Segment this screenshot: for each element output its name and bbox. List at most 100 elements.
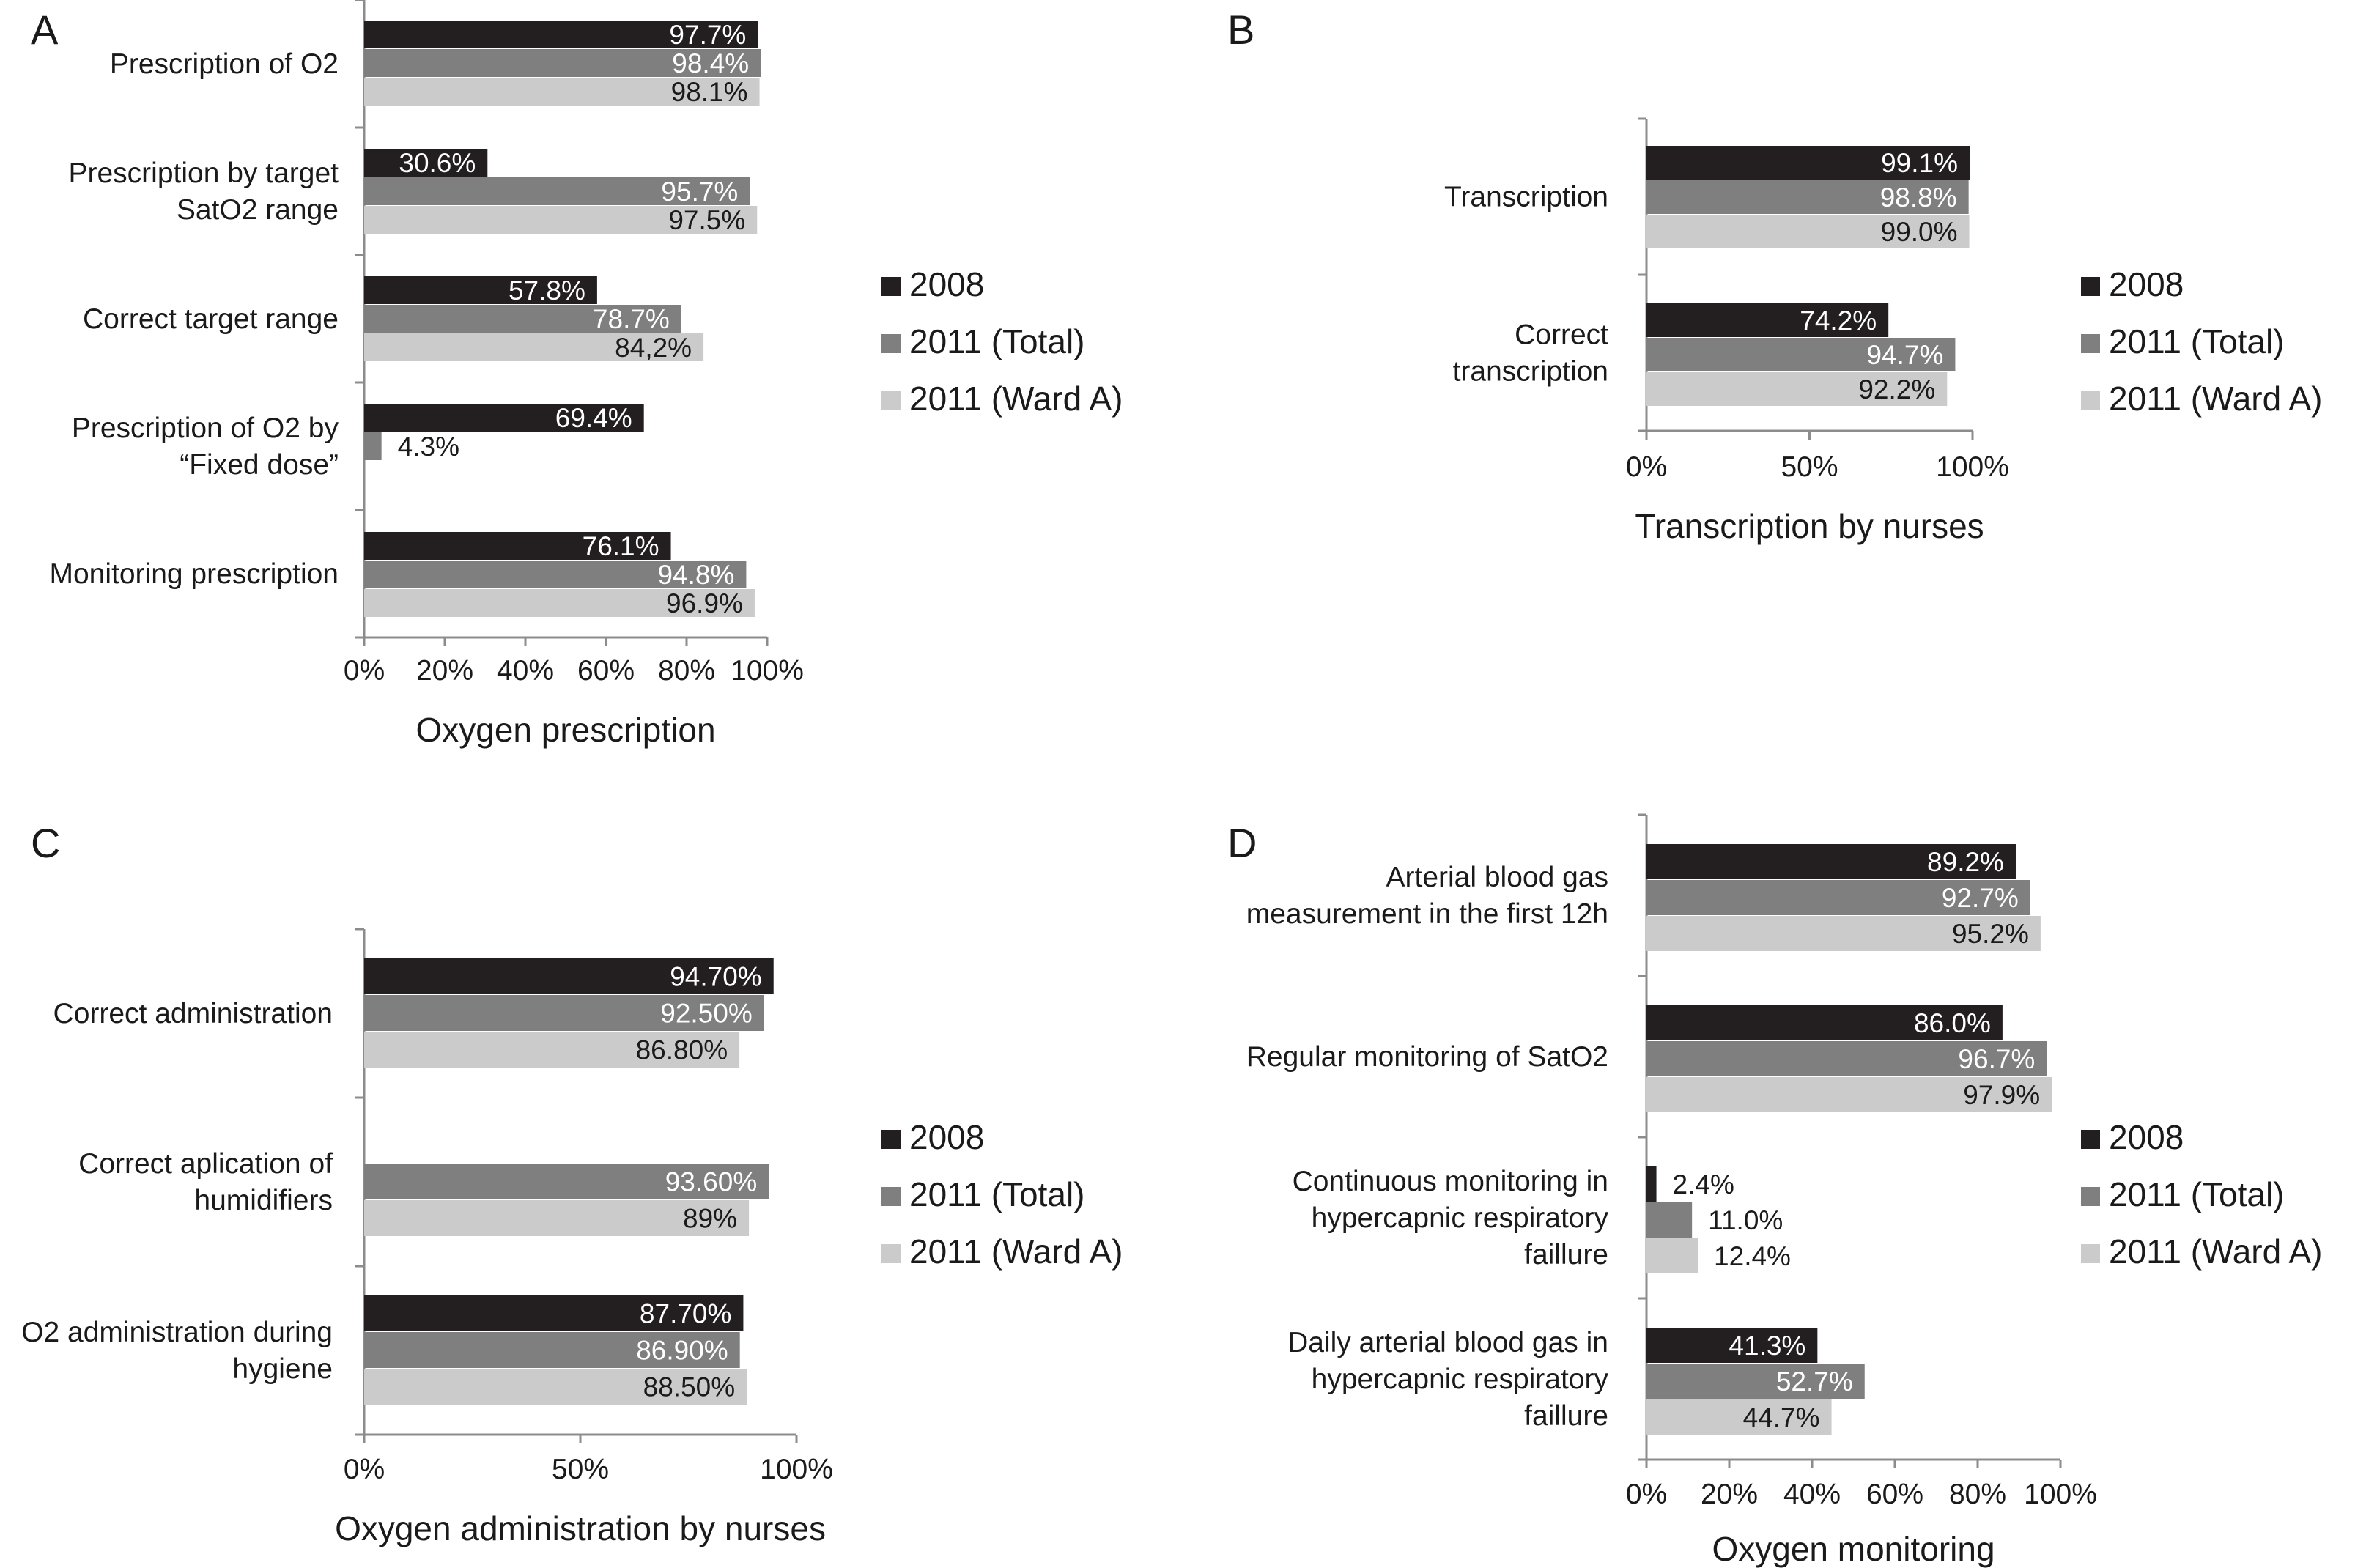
data-label: 74.2% [1800, 306, 1877, 336]
x-tick-label: 20% [416, 655, 473, 687]
bar [364, 177, 750, 205]
bar [364, 1332, 740, 1368]
x-tick-label: 60% [577, 655, 635, 687]
data-label: 99.0% [1881, 217, 1958, 247]
category-label: Correct aplication of humidifiers [78, 1148, 333, 1216]
data-label: 88.50% [643, 1372, 736, 1402]
data-label: 97.7% [669, 20, 746, 50]
x-tick-label: 60% [1866, 1479, 1923, 1510]
legend-entry: 2011 (Ward A) [2109, 1232, 2322, 1271]
x-tick-label: 50% [552, 1454, 609, 1485]
data-label: 69.4% [555, 403, 632, 433]
legend-entry: 2011 (Total) [909, 1175, 1085, 1213]
category-label: Prescription of O2 [110, 48, 339, 80]
x-tick-label: 100% [2024, 1479, 2097, 1510]
data-label: 4.3% [398, 432, 459, 462]
category-label: Correct target range [83, 303, 339, 335]
bar [364, 958, 774, 994]
bar [1646, 880, 2030, 915]
legend: 2008 2011 (Total) 2011 (Ward A) [2081, 265, 2322, 418]
legend-swatch [2081, 1244, 2100, 1263]
data-label: 52.7% [1776, 1367, 1853, 1397]
data-label: 92.7% [1942, 883, 2019, 913]
data-label: 89% [683, 1204, 737, 1234]
x-tick-label: 0% [344, 1454, 385, 1485]
bar [364, 78, 760, 106]
x-tick-label: 50% [1781, 451, 1838, 483]
panel-letter: D [1227, 820, 1257, 866]
data-label: 97.9% [1963, 1080, 2040, 1110]
legend-entry: 2011 (Ward A) [909, 380, 1123, 418]
bar [1646, 844, 2016, 879]
data-label: 92.2% [1858, 374, 1935, 404]
legend-swatch [2081, 1187, 2100, 1206]
legend-swatch [881, 391, 901, 410]
bar [364, 1200, 750, 1236]
x-axis-title: Oxygen prescription [415, 711, 715, 749]
panel-a: A 0% 20% 40% 60% 80% 100% Oxygen prescription Pr… [31, 0, 1123, 749]
data-label: 12.4% [1714, 1241, 1791, 1271]
bar [364, 404, 644, 432]
x-tick-label: 0% [344, 655, 385, 687]
panel-d: D 0% 20% 40% 60% 80% 100% Oxygen monitoring Arte… [1227, 813, 2322, 1568]
data-label: 30.6% [399, 148, 476, 178]
legend-entry: 2008 [909, 265, 984, 303]
bar [364, 21, 758, 48]
data-label: 94.7% [1866, 340, 1943, 370]
data-label: 86.90% [636, 1336, 728, 1366]
panel-letter: C [31, 820, 60, 866]
data-label: 2.4% [1673, 1169, 1734, 1199]
category-label: Continuous monitoring in hypercapnic resp… [1293, 1166, 1609, 1271]
bar [364, 1369, 747, 1405]
category-label: Prescription by target SatO2 range [68, 158, 339, 226]
data-label: 94.8% [657, 560, 734, 590]
legend-swatch [2081, 334, 2100, 353]
data-label: 96.7% [1958, 1044, 2035, 1074]
data-label: 98.8% [1880, 182, 1957, 212]
data-label: 96.9% [666, 588, 743, 618]
data-label: 98.4% [672, 48, 749, 78]
data-label: 11.0% [1708, 1205, 1783, 1235]
bar [364, 49, 761, 77]
category-label: Monitoring prescription [49, 558, 339, 590]
legend-entry: 2008 [909, 1118, 984, 1156]
data-label: 93.60% [665, 1167, 758, 1197]
bar [364, 1295, 744, 1331]
bar [1646, 1077, 2052, 1112]
bar [1646, 303, 1889, 337]
bar [1646, 1328, 1818, 1363]
legend-swatch [881, 1187, 901, 1206]
x-axis-title: Oxygen monitoring [1712, 1530, 1995, 1568]
legend: 2008 2011 (Total) 2011 (Ward A) [881, 1118, 1123, 1271]
x-axis-title: Oxygen administration by nurses [335, 1509, 826, 1547]
x-tick-label: 20% [1701, 1479, 1758, 1510]
category-label: Arterial blood gas measurement in the fir… [1246, 862, 1608, 930]
x-tick-label: 40% [497, 655, 554, 687]
data-label: 87.70% [640, 1299, 732, 1329]
data-label: 84,2% [615, 333, 692, 363]
legend-entry: 2011 (Total) [909, 322, 1085, 360]
x-tick-label: 100% [1936, 451, 2009, 483]
legend-entry: 2011 (Total) [2109, 322, 2285, 360]
data-label: 99.1% [1881, 148, 1958, 178]
legend-swatch [881, 1130, 901, 1149]
data-label: 44.7% [1743, 1402, 1820, 1432]
bar [1646, 146, 1970, 180]
category-label: Transcription [1444, 182, 1608, 213]
bar [364, 532, 671, 560]
data-label: 76.1% [583, 531, 659, 561]
data-label: 97.5% [668, 205, 745, 235]
data-label: 57.8% [509, 275, 585, 306]
legend-swatch [2081, 391, 2100, 410]
data-label: 92.50% [660, 999, 753, 1029]
category-label: Prescription of O2 by “Fixed dose” [72, 413, 339, 481]
x-axis-title: Transcription by nurses [1635, 507, 1984, 545]
panel-c: C 0% 50% 100% Oxygen administration by nurse… [21, 820, 1123, 1547]
category-label: O2 administration during hygiene [21, 1317, 333, 1385]
bar [1646, 1364, 1865, 1399]
legend-entry: 2011 (Total) [2109, 1175, 2285, 1213]
category-label: Regular monitoring of SatO2 [1246, 1041, 1608, 1073]
bar [364, 149, 488, 177]
panel-b: B 0% 50% 100% Transcription by nurses Transcr… [1227, 7, 2322, 545]
